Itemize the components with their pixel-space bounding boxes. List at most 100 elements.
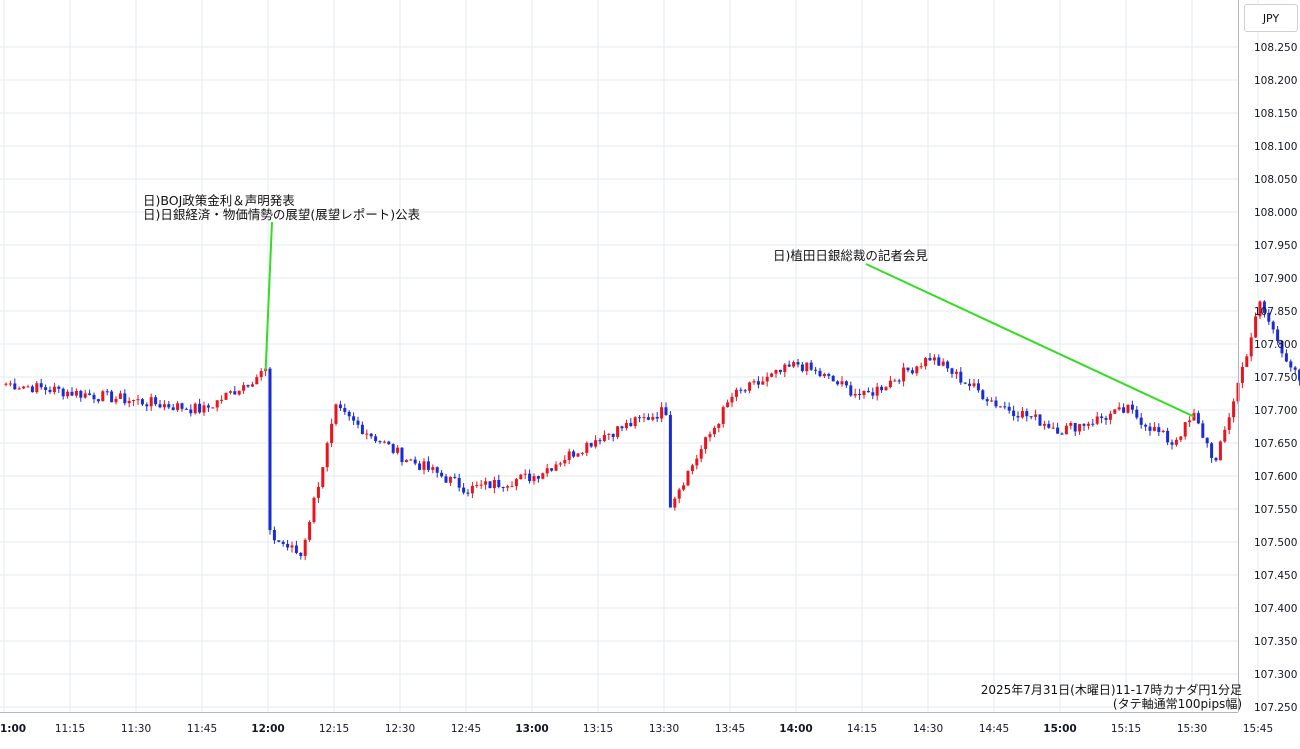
- candle-down: [537, 476, 540, 479]
- y-tick-label: 107.600: [1254, 471, 1297, 483]
- candle-up: [990, 401, 993, 402]
- candle-up: [735, 390, 738, 397]
- candle-down: [401, 448, 404, 462]
- candle-down: [907, 368, 910, 371]
- candle-up: [137, 399, 140, 400]
- candle-down: [986, 399, 989, 401]
- candle-down: [57, 387, 60, 389]
- candle-up: [251, 384, 254, 386]
- candle-up: [1096, 416, 1099, 423]
- candle-down: [1039, 414, 1042, 425]
- annotation-boj-line1: 日)BOJ政策金利＆声明発表: [143, 193, 295, 208]
- candle-up: [775, 370, 778, 374]
- candle-down: [1171, 442, 1174, 444]
- candle-up: [687, 471, 690, 485]
- y-tick-label: 107.650: [1254, 438, 1297, 450]
- candle-up: [585, 443, 588, 453]
- candle-down: [612, 434, 615, 437]
- x-tick-label: 12:15: [319, 723, 349, 735]
- x-tick-label: 14:00: [779, 723, 812, 735]
- candle-down: [159, 404, 162, 407]
- candle-down: [418, 463, 421, 469]
- candle-up: [493, 480, 496, 488]
- candle-up: [563, 460, 566, 463]
- candle-up: [924, 358, 927, 366]
- candle-up: [863, 391, 866, 395]
- candle-down: [946, 362, 949, 369]
- candle-down: [550, 468, 553, 470]
- grid-lines: [0, 0, 1300, 712]
- candle-up: [1245, 356, 1248, 367]
- candle-down: [1197, 413, 1200, 423]
- candle-up: [317, 487, 320, 498]
- candle-up: [559, 463, 562, 464]
- candle-down: [1017, 416, 1020, 417]
- candle-down: [357, 421, 360, 425]
- candle-up: [480, 485, 483, 486]
- candle-up: [365, 434, 368, 435]
- candle-up: [409, 460, 412, 461]
- candle-up: [313, 498, 316, 522]
- candle-up: [1184, 422, 1187, 436]
- candle-down: [207, 405, 210, 407]
- y-tick-label: 107.500: [1254, 537, 1297, 549]
- candle-down: [1140, 418, 1143, 425]
- candle-up: [1162, 431, 1165, 432]
- candle-up: [1069, 423, 1072, 426]
- candle-down: [981, 390, 984, 399]
- candle-down: [40, 383, 43, 387]
- candle-up: [506, 486, 509, 487]
- candle-down: [1047, 424, 1050, 428]
- y-tick-label: 107.450: [1254, 570, 1297, 582]
- candle-down: [79, 391, 82, 398]
- candle-up: [203, 405, 206, 412]
- x-tick-label: 1:00: [0, 723, 26, 735]
- candle-up: [1250, 337, 1253, 356]
- y-tick-label: 107.350: [1254, 636, 1297, 648]
- candle-down: [959, 372, 962, 383]
- candle-down: [502, 487, 505, 488]
- candle-up: [695, 459, 698, 466]
- candle-down: [361, 425, 364, 434]
- candle-down: [1215, 458, 1218, 460]
- candle-up: [229, 391, 232, 393]
- candle-up: [1188, 420, 1191, 422]
- candle-up: [484, 481, 487, 484]
- candle-up: [920, 366, 923, 367]
- candle-up: [805, 363, 808, 371]
- y-tick-label: 108.100: [1254, 141, 1297, 153]
- candle-down: [832, 376, 835, 382]
- candle-down: [489, 481, 492, 488]
- candle-down: [590, 443, 593, 447]
- candle-up: [955, 372, 958, 374]
- x-tick-label: 13:15: [583, 723, 613, 735]
- chart-caption-line1: 2025年7月31日(木曜日)11-17時カナダ円1分足: [981, 683, 1242, 697]
- candle-down: [621, 426, 624, 428]
- candle-down: [282, 542, 285, 544]
- annotation-boj-line2: 日)日銀経済・物価情勢の展望(展望レポート)公表: [143, 207, 421, 222]
- candle-up: [405, 460, 408, 462]
- candle-down: [88, 393, 91, 394]
- candle-down: [1144, 425, 1147, 427]
- candle-down: [995, 401, 998, 407]
- y-tick-label: 107.850: [1254, 306, 1297, 318]
- candle-up: [304, 540, 307, 556]
- candle-up: [704, 437, 707, 449]
- chart-caption-line2: (タテ軸通常100pips幅): [1113, 697, 1242, 711]
- y-tick-label: 107.700: [1254, 405, 1297, 417]
- candle-up: [475, 485, 478, 486]
- candle-up: [194, 404, 197, 413]
- candle-down: [1105, 418, 1108, 420]
- candle-down: [739, 390, 742, 391]
- currency-badge[interactable]: JPY: [1244, 4, 1298, 32]
- candle-down: [97, 399, 100, 401]
- candle-down: [1122, 407, 1125, 412]
- candle-up: [216, 400, 219, 407]
- candle-up: [700, 449, 703, 458]
- candle-up: [115, 399, 118, 402]
- candle-down: [1074, 423, 1077, 431]
- candle-up: [66, 392, 69, 396]
- candle-up: [1127, 405, 1130, 413]
